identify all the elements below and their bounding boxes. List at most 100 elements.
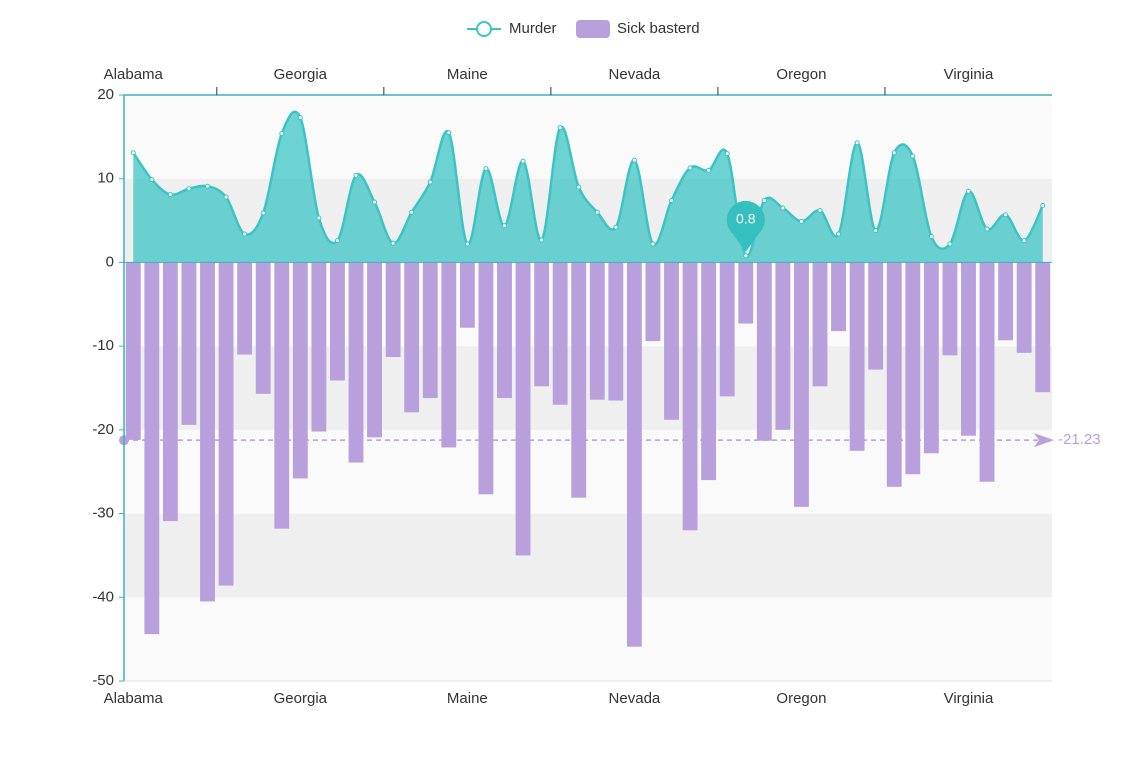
y-tick-label: -20 bbox=[92, 421, 114, 438]
bar bbox=[589, 262, 605, 400]
average-arrow bbox=[1034, 433, 1054, 448]
bar bbox=[756, 262, 772, 441]
point bbox=[687, 165, 693, 171]
point bbox=[854, 140, 860, 146]
bar bbox=[311, 262, 327, 432]
point bbox=[520, 158, 526, 164]
bar bbox=[979, 262, 995, 482]
area bbox=[133, 111, 1043, 263]
bar bbox=[162, 262, 178, 522]
bar bbox=[552, 262, 568, 405]
point bbox=[873, 228, 879, 234]
bar bbox=[255, 262, 271, 394]
y-tick-label: 10 bbox=[97, 170, 114, 187]
point bbox=[965, 188, 971, 194]
point bbox=[353, 172, 359, 178]
bar bbox=[905, 262, 921, 475]
bar bbox=[998, 262, 1014, 341]
point bbox=[205, 183, 211, 189]
legend-label: Murder bbox=[509, 20, 557, 37]
bar bbox=[422, 262, 438, 399]
y-tick-label: -10 bbox=[92, 337, 114, 354]
average-label: -21.23 bbox=[1058, 431, 1101, 448]
point bbox=[149, 177, 155, 183]
point bbox=[724, 151, 730, 157]
point bbox=[390, 240, 396, 246]
point bbox=[576, 184, 582, 190]
bar bbox=[645, 262, 661, 342]
point bbox=[539, 237, 545, 243]
x-tick-label-top: Georgia bbox=[274, 66, 328, 83]
x-tick-label-top: Virginia bbox=[944, 66, 994, 83]
bar bbox=[719, 262, 735, 397]
point bbox=[1003, 212, 1009, 218]
bar bbox=[515, 262, 531, 556]
y-tick-label: -30 bbox=[92, 505, 114, 522]
x-tick-label: Georgia bbox=[274, 690, 328, 707]
bar bbox=[886, 262, 902, 487]
point bbox=[260, 210, 266, 216]
pin bbox=[726, 200, 765, 252]
point bbox=[167, 192, 173, 198]
split-area bbox=[124, 513, 1052, 598]
x-tick-label: Virginia bbox=[944, 690, 994, 707]
point bbox=[427, 179, 433, 185]
bar bbox=[534, 262, 550, 387]
point bbox=[631, 157, 637, 163]
point bbox=[928, 233, 934, 239]
point bbox=[242, 231, 248, 237]
bar bbox=[274, 262, 290, 529]
point bbox=[891, 150, 897, 156]
split-area bbox=[124, 597, 1052, 681]
point bbox=[409, 209, 415, 215]
bar bbox=[849, 262, 865, 451]
bar bbox=[1016, 262, 1032, 353]
point bbox=[130, 150, 136, 156]
bar bbox=[812, 262, 828, 387]
point bbox=[1021, 238, 1027, 244]
bar bbox=[200, 262, 215, 602]
bar bbox=[1035, 262, 1051, 393]
point bbox=[557, 125, 563, 131]
point bbox=[594, 209, 600, 215]
bar bbox=[664, 262, 679, 420]
point bbox=[446, 130, 452, 136]
legend-marker bbox=[576, 20, 610, 38]
point bbox=[223, 194, 229, 200]
bar bbox=[330, 262, 345, 381]
x-tick-label-top: Nevada bbox=[609, 66, 661, 83]
bar bbox=[181, 262, 197, 425]
bar bbox=[348, 262, 364, 463]
point bbox=[1040, 203, 1046, 209]
bar bbox=[218, 262, 234, 586]
y-tick-label: 0 bbox=[106, 253, 114, 270]
point bbox=[669, 197, 675, 203]
x-tick-label-top: Alabama bbox=[104, 66, 164, 83]
point bbox=[706, 167, 712, 173]
bar bbox=[626, 262, 642, 647]
bar bbox=[367, 262, 382, 438]
bar bbox=[497, 262, 512, 399]
bar bbox=[868, 262, 884, 370]
point bbox=[984, 226, 990, 232]
bar bbox=[385, 262, 401, 358]
x-tick-label: Oregon bbox=[776, 690, 826, 707]
bar bbox=[831, 262, 846, 332]
legend-label: Sick basterd bbox=[617, 20, 700, 37]
point bbox=[798, 218, 804, 224]
point bbox=[613, 224, 619, 230]
bar bbox=[738, 262, 754, 324]
point bbox=[910, 153, 916, 159]
bar bbox=[775, 262, 791, 430]
bar bbox=[144, 262, 160, 635]
bar bbox=[608, 262, 624, 401]
point bbox=[817, 208, 823, 214]
bar bbox=[794, 262, 809, 507]
x-tick-label-top: Oregon bbox=[776, 66, 826, 83]
legend-marker bbox=[476, 21, 492, 37]
bar bbox=[682, 262, 698, 531]
point bbox=[761, 197, 767, 203]
bar bbox=[571, 262, 587, 498]
